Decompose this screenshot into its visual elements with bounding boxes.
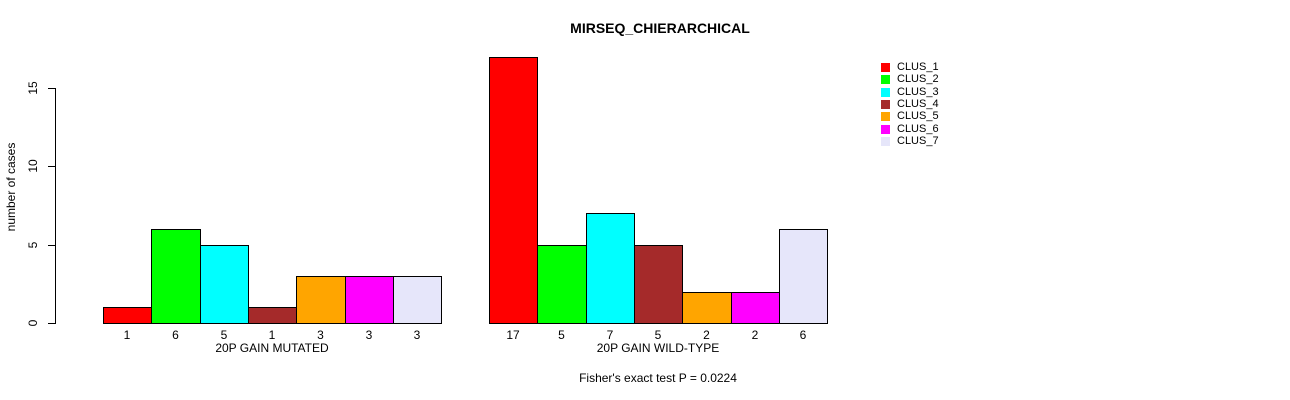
legend-label: CLUS_2 — [897, 73, 939, 85]
bar-value-label: 2 — [751, 328, 759, 342]
legend-row-clus_4: CLUS_4 — [881, 98, 939, 110]
bar-clus_3-group1 — [200, 245, 249, 324]
bar-clus_1-group1 — [103, 307, 152, 324]
bar-value-label: 3 — [317, 328, 324, 342]
bar-value-label: 6 — [172, 328, 179, 342]
y-axis-line — [55, 88, 56, 324]
bar-value-label: 2 — [703, 328, 710, 342]
legend-swatch-clus_1 — [881, 62, 890, 72]
chart-title: MIRSEQ_CHIERARCHICAL — [570, 20, 750, 36]
legend-row-clus_5: CLUS_5 — [881, 110, 939, 122]
legend-swatch-clus_6 — [881, 124, 890, 134]
bar-clus_4-group2 — [634, 245, 683, 324]
bar-value-label: 3 — [365, 328, 373, 342]
bar-clus_2-group1 — [151, 229, 201, 324]
bar-value-label: 5 — [654, 328, 662, 342]
group-label-wild-type: 20P GAIN WILD-TYPE — [596, 341, 720, 355]
y-tick-mark — [48, 166, 55, 167]
bar-value-label: 17 — [506, 328, 520, 342]
bar-clus_2-group2 — [537, 245, 587, 324]
bar-clus_7-group1 — [393, 276, 442, 324]
legend-label: CLUS_5 — [897, 110, 939, 122]
bar-clus_5-group2 — [682, 292, 732, 324]
bar-clus_6-group1 — [345, 276, 394, 324]
legend-label: CLUS_7 — [897, 135, 939, 147]
legend-row-clus_7: CLUS_7 — [881, 135, 939, 147]
legend-row-clus_1: CLUS_1 — [881, 61, 939, 73]
legend-swatch-clus_2 — [881, 74, 890, 84]
legend-swatch-clus_4 — [881, 99, 890, 109]
fisher-test-annotation: Fisher's exact test P = 0.0224 — [579, 371, 737, 385]
legend-label: CLUS_6 — [897, 123, 939, 135]
y-tick-label: 15 — [26, 81, 40, 95]
legend-swatch-clus_3 — [881, 87, 890, 97]
bar-clus_4-group1 — [248, 307, 297, 324]
y-tick-mark — [48, 323, 55, 324]
legend-row-clus_6: CLUS_6 — [881, 123, 939, 135]
legend-row-clus_3: CLUS_3 — [881, 86, 939, 98]
bar-value-label: 1 — [123, 328, 131, 342]
y-tick-label: 0 — [26, 319, 40, 327]
bar-clus_3-group2 — [586, 213, 635, 324]
legend-label: CLUS_1 — [897, 61, 939, 73]
bar-clus_1-group2 — [489, 57, 538, 324]
bar-clus_5-group1 — [296, 276, 346, 324]
bar-clus_6-group2 — [731, 292, 780, 324]
bar-value-label: 5 — [220, 328, 228, 342]
bar-value-label: 3 — [413, 328, 421, 342]
bar-value-label: 7 — [606, 328, 614, 342]
bar-clus_7-group2 — [779, 229, 828, 324]
legend-label: CLUS_3 — [897, 86, 939, 98]
y-tick-label: 10 — [26, 159, 40, 173]
y-tick-label: 5 — [26, 241, 40, 249]
y-tick-mark — [48, 88, 55, 89]
bar-value-label: 5 — [558, 328, 565, 342]
bar-value-label: 1 — [268, 328, 276, 342]
y-tick-mark — [48, 245, 55, 246]
group-label-mutated: 20P GAIN MUTATED — [215, 341, 329, 355]
legend-label: CLUS_4 — [897, 98, 939, 110]
bar-value-label: 6 — [799, 328, 807, 342]
y-axis-title: number of cases — [4, 142, 18, 232]
legend-swatch-clus_5 — [881, 111, 890, 121]
legend-swatch-clus_7 — [881, 136, 890, 146]
legend-row-clus_2: CLUS_2 — [881, 73, 939, 85]
